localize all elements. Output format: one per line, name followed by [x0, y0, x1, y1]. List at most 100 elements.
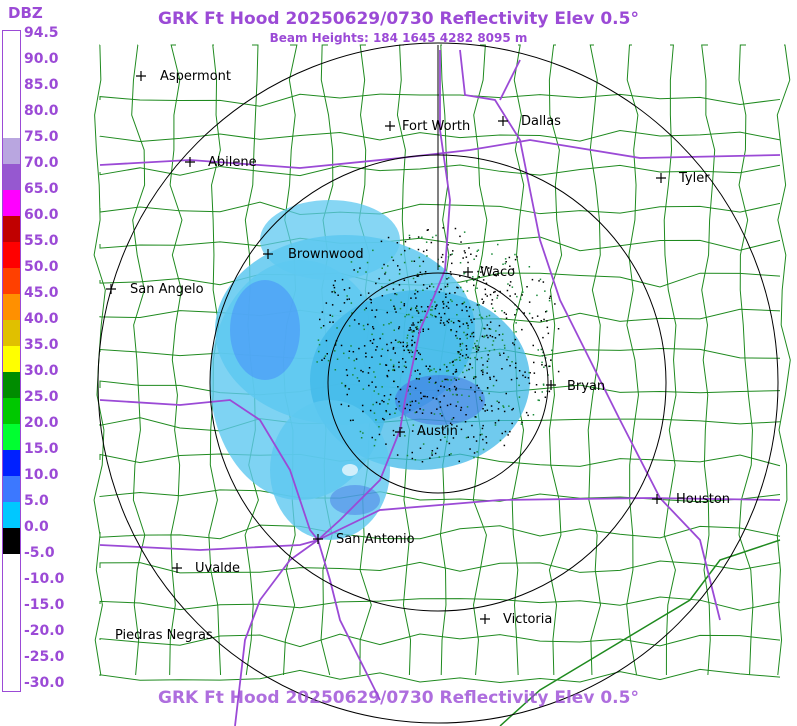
legend-label: -30.0: [24, 675, 65, 691]
legend-swatch: [3, 424, 20, 450]
legend-swatch: [3, 502, 20, 528]
legend-swatch: [3, 346, 20, 372]
legend-swatch: [3, 476, 20, 502]
city-label: Tyler: [678, 171, 710, 186]
county-line: [99, 524, 781, 540]
legend-swatch: [3, 268, 20, 294]
city-label: San Antonio: [336, 532, 415, 547]
city-label: San Angelo: [130, 282, 204, 297]
city-label: Victoria: [503, 612, 552, 627]
legend-swatch: [3, 190, 20, 216]
city-marker-icon: [546, 380, 556, 390]
legend-label: 40.0: [24, 311, 59, 327]
legend-label: 70.0: [24, 155, 59, 171]
legend-swatch: [3, 294, 20, 320]
legend-swatch: [3, 372, 20, 398]
legend-unit: DBZ: [8, 4, 43, 22]
city-marker-icon: [395, 427, 405, 437]
city-marker-icon: [656, 173, 666, 183]
city-label: Waco: [480, 265, 515, 280]
legend-label: 94.5: [24, 25, 59, 41]
city-marker-icon: [385, 121, 395, 131]
legend-label: -20.0: [24, 623, 65, 639]
legend-label: 25.0: [24, 389, 59, 405]
coastline: [499, 539, 781, 726]
city-label: Brownwood: [288, 247, 364, 262]
county-line: [99, 164, 781, 177]
city-markers: Aspermont Fort Worth Dallas Abilene Tyler Bro…: [106, 69, 730, 643]
city-label: Houston: [676, 492, 730, 507]
legend-label: 90.0: [24, 51, 59, 67]
beam-heights: Beam Heights: 184 1645 4282 8095 m: [269, 31, 528, 45]
page-title: GRK Ft Hood 20250629/0730 Reflectivity E…: [158, 9, 639, 29]
reflectivity-echoes: [210, 200, 530, 540]
color-scale-bar: [2, 30, 21, 692]
city-label: Bryan: [567, 379, 605, 394]
legend-label: 35.0: [24, 337, 59, 353]
legend-label: 30.0: [24, 363, 59, 379]
legend-swatch: [3, 138, 20, 164]
county-line: [548, 44, 563, 676]
city-label: Dallas: [521, 114, 561, 129]
legend-swatch: [3, 242, 20, 268]
county-line: [131, 44, 146, 676]
county-line: [169, 44, 183, 676]
legend-label: 20.0: [24, 415, 59, 431]
footer-title: GRK Ft Hood 20250629/0730 Reflectivity E…: [158, 688, 639, 708]
city-marker-icon: [136, 71, 146, 81]
city-label: Uvalde: [195, 561, 240, 576]
legend-swatch: [3, 164, 20, 190]
county-line: [93, 44, 106, 676]
city-marker-icon: [185, 157, 195, 167]
county-line: [663, 44, 677, 676]
legend-swatch: [3, 320, 20, 346]
legend-label: 80.0: [24, 103, 59, 119]
highways: [99, 49, 781, 726]
city-marker-icon: [263, 249, 273, 259]
city-marker-icon: [463, 267, 473, 277]
legend-swatch: [3, 34, 20, 138]
legend-label: 65.0: [24, 181, 59, 197]
legend-label: -15.0: [24, 597, 65, 613]
legend-swatch: [3, 216, 20, 242]
legend-label: 60.0: [24, 207, 59, 223]
legend-swatch: [3, 450, 20, 476]
county-line: [738, 44, 754, 676]
legend-label: -10.0: [24, 571, 65, 587]
county-line: [99, 560, 781, 574]
legend-swatch: [3, 528, 20, 554]
range-rings: [97, 42, 779, 724]
legend-label: 10.0: [24, 467, 59, 483]
city-label: Aspermont: [160, 69, 231, 84]
county-line: [701, 44, 716, 676]
city-label: Austin: [417, 424, 458, 439]
county-line: [626, 44, 639, 676]
legend-label: 85.0: [24, 77, 59, 93]
legend-label: 15.0: [24, 441, 59, 457]
county-line: [99, 633, 781, 648]
city-label: Piedras Negras: [115, 628, 213, 643]
legend-label: 45.0: [24, 285, 59, 301]
legend-label: 0.0: [24, 519, 49, 535]
legend-label: 50.0: [24, 259, 59, 275]
county-line: [99, 93, 781, 107]
city-marker-icon: [172, 563, 182, 573]
city-marker-icon: [498, 116, 508, 126]
city-marker-icon: [106, 284, 116, 294]
county-line: [99, 129, 781, 142]
county-line: [587, 44, 602, 676]
legend-label: -25.0: [24, 649, 65, 665]
county-line: [99, 668, 781, 684]
county-line: [99, 236, 781, 252]
clear-air-returns: [316, 227, 560, 463]
legend-label: -5.0: [24, 545, 55, 561]
city-marker-icon: [480, 614, 490, 624]
city-marker-icon: [313, 534, 323, 544]
legend-label: 75.0: [24, 129, 59, 145]
city-label: Abilene: [208, 155, 257, 170]
city-marker-icon: [652, 494, 662, 504]
legend-label: 55.0: [24, 233, 59, 249]
legend-label: 5.0: [24, 493, 49, 509]
county-line: [776, 44, 791, 676]
